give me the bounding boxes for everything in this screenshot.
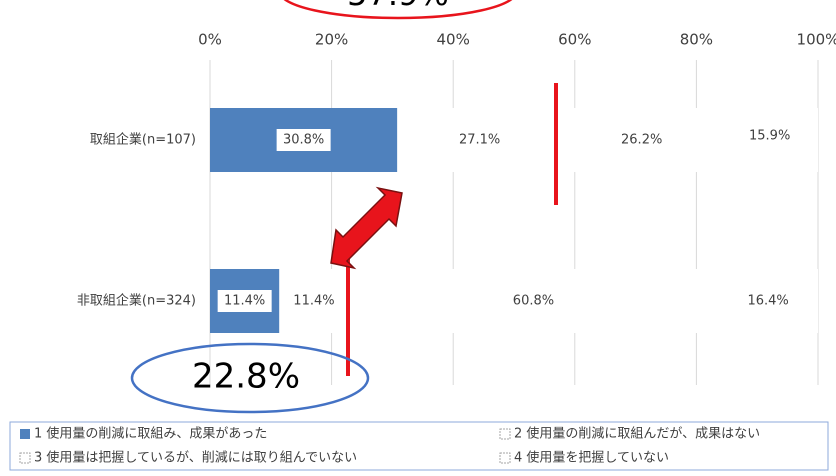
highlight-ellipse (283, 0, 513, 20)
data-label: 15.9% (749, 129, 790, 144)
legend-label: 3 使用量は把握しているが、削減には取り組んでいない (34, 450, 357, 466)
legend-marker (499, 452, 511, 464)
x-tick-label: 0% (198, 31, 222, 49)
data-label: 27.1% (459, 133, 500, 148)
data-label: 30.8% (283, 133, 324, 148)
data-label: 11.4% (224, 294, 265, 309)
x-tick-label: 60% (558, 31, 591, 49)
legend-marker (499, 428, 511, 440)
x-tick-label: 100% (797, 31, 836, 49)
x-tick-label: 40% (437, 31, 470, 49)
bar-segment (718, 269, 818, 333)
data-label: 11.4% (293, 294, 334, 309)
legend-label: 1 使用量の削減に取組み、成果があった (34, 426, 267, 442)
data-label: 26.2% (621, 133, 662, 148)
data-label: 60.8% (513, 294, 554, 309)
x-tick-label: 80% (680, 31, 713, 49)
data-label: 16.4% (747, 294, 788, 309)
legend-marker (19, 452, 31, 464)
bar-segment (562, 108, 722, 172)
y-tick-label: 取組企業(n=107) (90, 132, 196, 148)
x-tick-label: 20% (315, 31, 348, 49)
highlight-ellipse (130, 342, 370, 414)
y-tick-label: 非取組企業(n=324) (77, 293, 196, 309)
bar-segment (348, 269, 719, 333)
legend-marker (20, 429, 30, 439)
bar-segment (721, 108, 818, 172)
annotation: 57.9% (347, 0, 449, 13)
bar-segment (397, 108, 563, 172)
label-box (276, 129, 331, 151)
label-box (217, 290, 272, 312)
annotation: 22.8% (192, 357, 300, 397)
legend-box (9, 421, 829, 471)
legend-label: 4 使用量を把握していない (514, 450, 669, 466)
bar-segment (279, 269, 349, 333)
double-arrow (330, 186, 403, 270)
legend-label: 2 使用量の削減に取組んだが、成果はない (514, 426, 760, 442)
